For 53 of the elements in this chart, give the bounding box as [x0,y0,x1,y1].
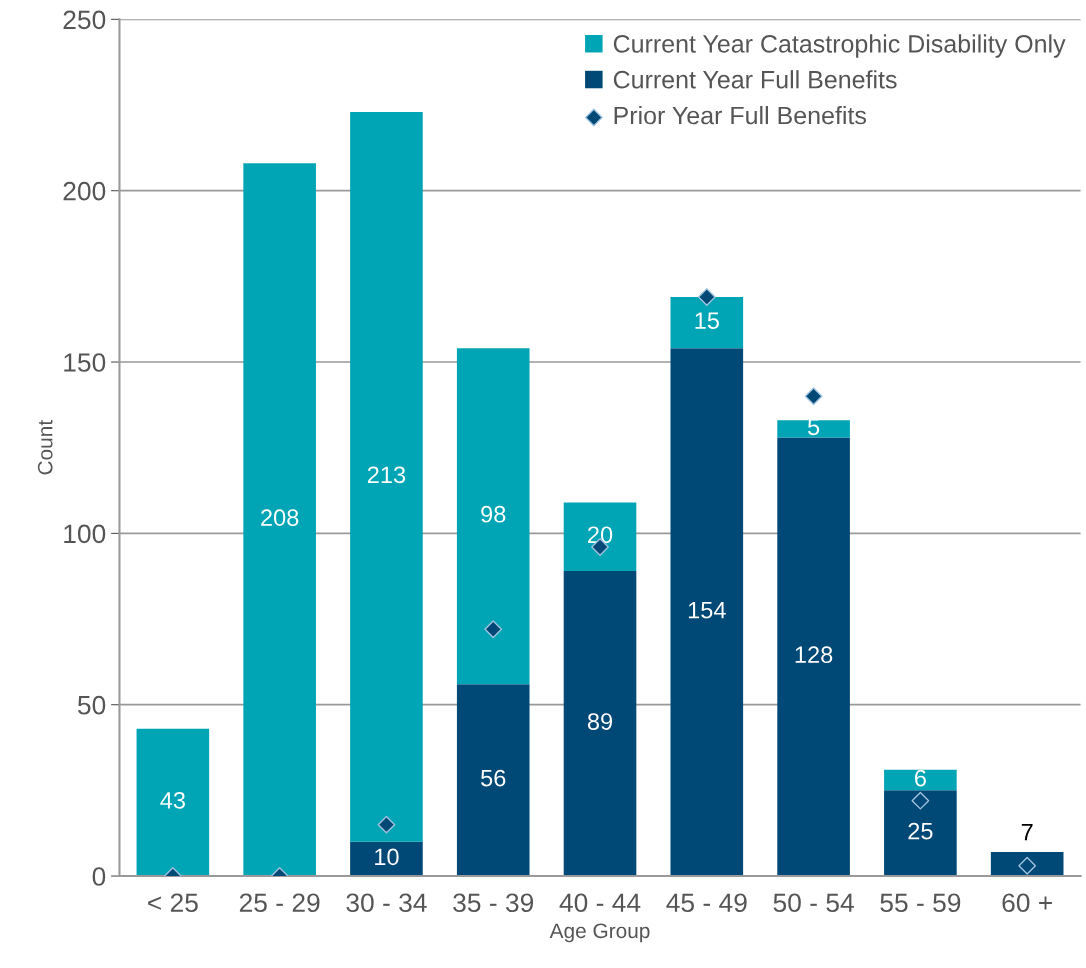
x-tick-label: 30 - 34 [346,893,427,913]
bar [563,502,637,572]
data-label: 20 [588,526,613,544]
bar [777,437,850,877]
point [377,815,396,834]
bar [563,571,637,877]
x-tick-label: 50 - 54 [773,893,854,913]
data-label: 56 [481,769,506,787]
data-label: 208 [261,509,299,526]
y-axis-title: Count [37,420,53,475]
bar [456,348,530,685]
y-tick-label: 250 [63,10,106,30]
y-tick-label: 100 [64,524,106,544]
data-label: 7 [1021,824,1033,841]
x-tick-label: 45 - 49 [666,893,747,913]
data-label: 10 [375,848,399,866]
bar [136,728,210,877]
legend-label: Prior Year Full Benefits [614,105,867,125]
data-label: 128 [795,646,833,664]
y-tick-label: 150 [64,353,106,372]
legend-label: Current Year Catastrophic Disability Only [613,34,1066,58]
bar [884,790,957,877]
x-tick-label: 60 + [1002,893,1052,913]
data-label: 15 [695,312,719,329]
y-tick-label: 0 [92,867,106,886]
data-label: 25 [908,822,933,840]
x-axis-title: Age Group [549,923,650,943]
y-tick-label: 200 [63,181,106,201]
bar [456,684,530,877]
data-label: 6 [915,769,926,787]
point [911,791,930,810]
data-label: 43 [160,791,185,809]
x-tick-label: 55 - 59 [880,893,961,913]
bar [777,420,850,438]
data-label: 154 [688,602,726,619]
point [484,620,503,639]
data-label: 213 [367,466,406,484]
x-tick-label: 35 - 39 [453,893,534,913]
x-tick-label: 25 - 29 [239,893,320,913]
bar [243,163,316,877]
x-tick-label: < 25 [148,893,198,913]
bar [670,348,744,877]
bar [350,111,423,842]
point [804,387,823,406]
bar [670,296,744,349]
y-tick-label: 50 [77,695,106,715]
point [697,288,716,306]
bar [884,769,957,791]
legend-label: Current Year Full Benefits [613,70,897,89]
data-label: 89 [587,713,613,730]
x-tick-label: 40 - 44 [559,893,641,913]
data-label: 98 [481,505,506,523]
bar [350,841,423,877]
